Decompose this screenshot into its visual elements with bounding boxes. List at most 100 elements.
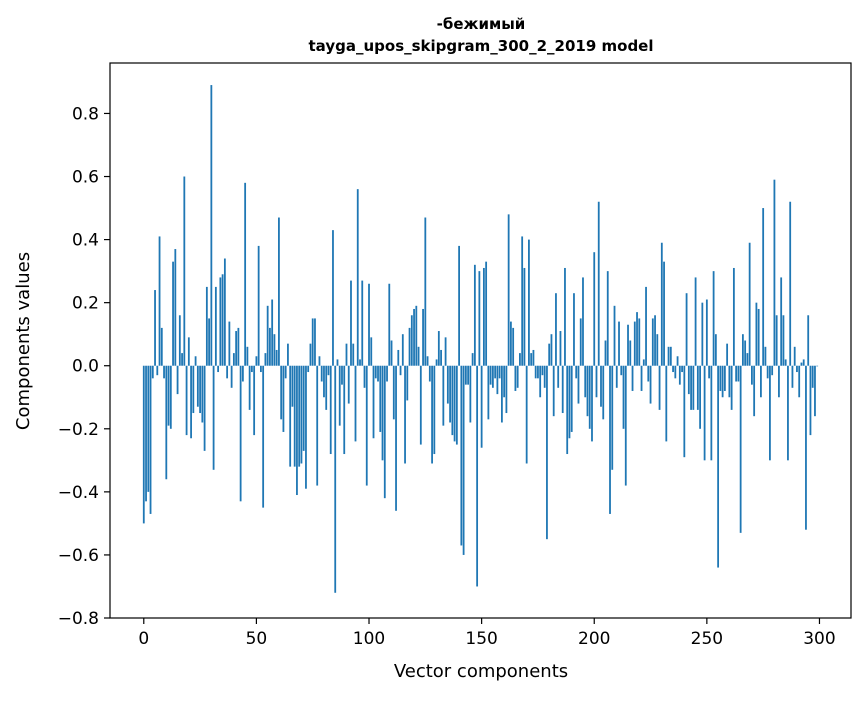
bar-27 [203,365,206,451]
bar-67 [293,365,296,467]
bar-225 [649,365,652,404]
y-tick-label: −0.6 [58,546,99,566]
bar-260 [728,365,731,398]
bar-114 [399,365,402,376]
y-axis-ticks: −0.8 −0.6 −0.4 −0.2 0.0 0.2 0.4 0.6 0.8 [58,104,110,629]
bar-22 [192,365,195,414]
bar-165 [514,365,517,391]
bar-167 [519,353,521,366]
x-tick-label: 250 [691,629,723,649]
bar-143 [464,365,467,385]
y-tick-label: 0.2 [72,294,99,314]
bar-230 [660,242,663,366]
bar-295 [807,315,810,366]
x-tick-label: 200 [578,629,610,649]
bar-58 [273,334,276,366]
bar-0 [142,365,145,524]
bar-223 [645,286,647,366]
bar-97 [361,280,364,366]
bar-81 [325,365,328,410]
bar-73 [307,365,310,373]
bar-153 [487,365,490,420]
bar-177 [541,365,544,376]
bar-15 [176,365,179,395]
bar-185 [559,331,562,366]
y-tick-label: −0.8 [58,609,99,629]
bar-213 [622,365,625,429]
bar-104 [377,365,379,382]
x-axis-label: Vector components [394,661,568,682]
bar-93 [352,343,355,366]
bar-125 [424,217,427,366]
bar-118 [408,327,411,366]
bar-219 [636,312,638,366]
bar-239 [681,365,683,373]
x-tick-label: 50 [246,629,268,649]
bar-243 [690,365,692,410]
bar-92 [350,280,352,366]
bar-109 [388,283,391,366]
bar-124 [422,308,424,366]
y-tick-label: 0.0 [72,357,99,377]
bar-129 [433,365,436,455]
bar-282 [778,365,780,398]
bar-39 [230,365,233,388]
chart-title: -бежимый [437,15,526,33]
bar-64 [287,343,289,366]
bar-138 [453,365,456,442]
bar-181 [550,334,553,366]
bar-40 [232,353,235,366]
bar-176 [539,365,542,398]
bar-242 [687,365,690,395]
bar-140 [458,245,460,366]
bar-255 [717,365,720,568]
bar-60 [278,217,280,366]
bar-257 [721,365,724,398]
bar-146 [471,353,474,366]
bar-151 [482,267,485,366]
bar-170 [525,365,528,464]
bar-135 [446,365,449,404]
x-tick-label: 0 [138,629,149,649]
bar-35 [221,274,224,366]
bar-50 [255,356,258,366]
bar-156 [494,365,497,379]
bar-43 [239,365,242,502]
bar-86 [336,359,339,366]
bar-53 [262,365,265,508]
bar-26 [201,365,204,423]
bar-41 [235,331,238,366]
bar-173 [532,349,535,366]
bar-159 [501,365,503,423]
bar-201 [595,365,598,398]
bar-265 [739,365,742,533]
bar-38 [228,321,231,366]
bar-210 [615,365,618,388]
bar-221 [640,365,643,391]
bar-196 [584,365,587,398]
bar-283 [780,277,783,366]
bar-256 [719,365,722,391]
bar-122 [417,346,420,366]
bar-55 [266,305,269,366]
bar-series [142,85,819,593]
bar-175 [537,365,539,379]
bar-48 [250,365,253,373]
bar-157 [496,365,499,395]
bar-188 [566,365,569,455]
bar-209 [613,305,616,366]
bar-227 [654,315,656,366]
bar-145 [469,365,472,423]
bar-100 [368,283,370,366]
bar-249 [703,365,706,461]
bar-117 [406,365,409,401]
bar-16 [178,315,181,366]
bar-6 [156,365,159,376]
bar-57 [271,299,274,366]
bar-264 [737,365,740,382]
bar-224 [647,365,650,382]
bar-289 [793,346,796,366]
bar-99 [365,365,368,486]
